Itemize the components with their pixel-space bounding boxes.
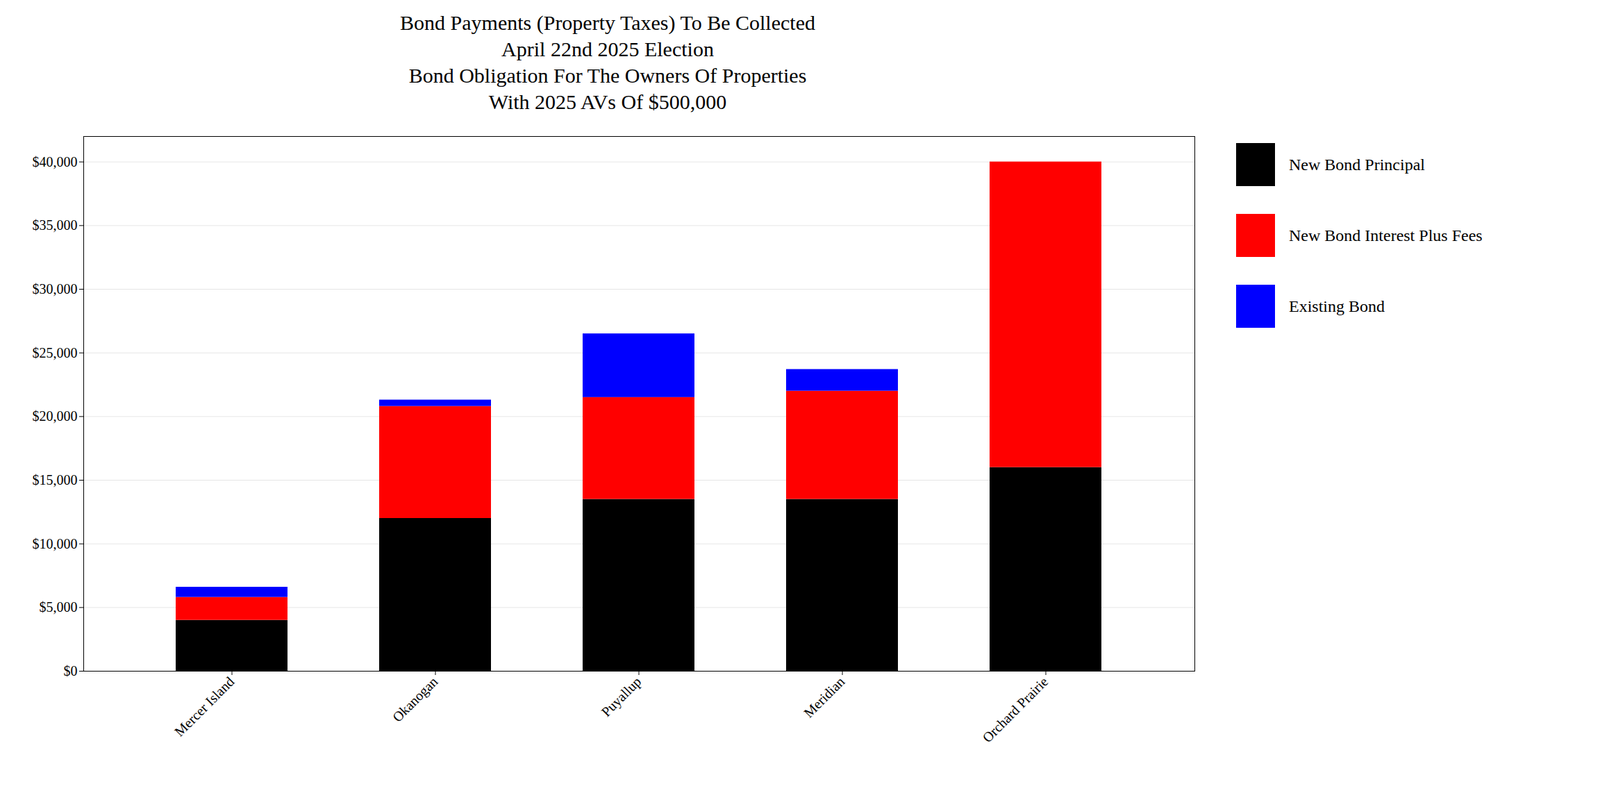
html-text:Bond Payments (Property Taxes): Bond Payments (Property Taxes) To Be Col…	[400, 11, 816, 35]
svg-text:$30,000: $30,000	[32, 281, 78, 297]
svg-text:$20,000: $20,000	[32, 408, 78, 424]
svg-text:$40,000: $40,000	[32, 154, 78, 170]
svg-text:$35,000: $35,000	[32, 217, 78, 233]
svg-text:$0: $0	[63, 663, 78, 679]
svg-text:Mercer Island: Mercer Island	[171, 673, 237, 739]
html-text:Bond Obligation For The Owners: Bond Obligation For The Owners Of Proper…	[408, 63, 807, 87]
html-text:New Bond Principal: New Bond Principal	[1288, 155, 1425, 174]
html-text:New Bond Interest Plus Fees: New Bond Interest Plus Fees	[1288, 226, 1483, 245]
svg-text:Meridian: Meridian	[800, 673, 848, 721]
svg-text:Orchard Prairie: Orchard Prairie	[979, 673, 1051, 746]
svg-text:Puyallup: Puyallup	[598, 673, 646, 721]
html-text:Existing Bond: Existing Bond	[1288, 296, 1385, 315]
html-text:April 22nd 2025 Election: April 22nd 2025 Election	[501, 37, 714, 61]
svg-text:$10,000: $10,000	[32, 536, 78, 552]
svg-text:$25,000: $25,000	[32, 345, 78, 361]
html-text:With 2025 AVs Of $500,000: With 2025 AVs Of $500,000	[488, 90, 727, 114]
svg-text:$15,000: $15,000	[32, 472, 78, 488]
svg-text:Okanogan: Okanogan	[389, 673, 441, 725]
svg-text:$5,000: $5,000	[39, 599, 78, 615]
